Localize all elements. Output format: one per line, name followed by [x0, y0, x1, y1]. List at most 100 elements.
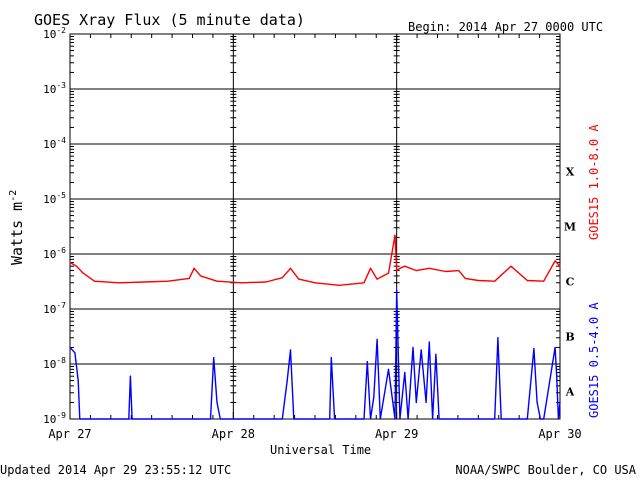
point-long-wave: [399, 267, 401, 269]
begin-time: Begin: 2014 Apr 27 0000 UTC: [408, 20, 603, 34]
minor-ticks: [69, 34, 561, 419]
flare-class-labels: X M C B A: [564, 166, 576, 399]
point-short-wave: [79, 418, 81, 420]
x-axis-label: Universal Time: [270, 443, 371, 457]
point-long-wave: [118, 282, 120, 284]
point-long-wave: [387, 272, 390, 274]
point-short-wave: [82, 418, 84, 420]
y-tick-label: 10-6: [43, 246, 66, 261]
point-short-wave: [216, 401, 218, 404]
legend-series-long-wave: GOES15 1.0-8.0 A: [587, 124, 601, 240]
point-long-wave: [464, 277, 466, 280]
flare-class-label: X: [566, 166, 575, 179]
point-long-wave: [216, 280, 218, 282]
point-short-wave: [77, 379, 79, 382]
point-short-wave: [151, 418, 153, 420]
point-long-wave: [554, 260, 556, 262]
series-line-long-wave: [69, 234, 561, 286]
point-long-wave: [394, 234, 396, 236]
point-short-wave: [407, 418, 409, 420]
y-tick-label: 10-3: [43, 81, 66, 96]
y-tick-label: 10-2: [43, 26, 66, 41]
y-tick-labels: 10-2 10-3 10-4 10-5 10-6 10-7 10-8 10-9: [43, 26, 66, 426]
plot-frame: [69, 33, 561, 420]
point-short-wave: [500, 418, 502, 420]
point-short-wave: [494, 418, 496, 420]
point-short-wave: [232, 418, 234, 420]
y-tick-label: 10-8: [43, 356, 66, 371]
point-short-wave: [387, 368, 390, 370]
point-short-wave: [131, 418, 133, 420]
point-short-wave: [404, 371, 406, 374]
data-credit: NOAA/SWPC Boulder, CO USA: [455, 463, 636, 477]
y-tick-label: 10-4: [43, 136, 66, 151]
point-long-wave: [69, 261, 71, 264]
point-long-wave: [200, 275, 202, 277]
point-short-wave: [554, 346, 556, 349]
point-short-wave: [213, 357, 215, 359]
y-axis-label: Watts m-2: [8, 190, 26, 265]
point-long-wave: [240, 282, 243, 284]
grid: [70, 34, 560, 419]
point-short-wave: [128, 418, 130, 420]
point-short-wave: [314, 418, 316, 420]
point-short-wave: [438, 418, 440, 420]
point-short-wave: [497, 337, 499, 339]
point-short-wave: [281, 418, 283, 420]
point-long-wave: [142, 281, 145, 283]
point-short-wave: [435, 353, 437, 355]
point-short-wave: [240, 418, 243, 420]
point-short-wave: [445, 418, 447, 420]
point-short-wave: [412, 346, 414, 349]
point-short-wave: [415, 401, 417, 404]
point-short-wave: [543, 418, 545, 420]
chart-title: GOES Xray Flux (5 minute data): [34, 11, 305, 29]
point-short-wave: [461, 418, 463, 420]
point-long-wave: [543, 280, 545, 282]
x-tick-label: Apr 29: [375, 427, 418, 441]
point-short-wave: [533, 348, 535, 350]
point-short-wave: [209, 418, 212, 420]
point-short-wave: [539, 418, 542, 420]
point-long-wave: [314, 282, 316, 284]
point-long-wave: [93, 280, 96, 282]
point-long-wave: [526, 279, 528, 282]
point-short-wave: [219, 418, 221, 420]
point-long-wave: [415, 269, 417, 272]
point-long-wave: [445, 270, 447, 273]
point-short-wave: [376, 338, 378, 341]
updated-timestamp: Updated 2014 Apr 29 23:55:12 UTC: [0, 463, 231, 477]
point-short-wave: [396, 289, 398, 291]
point-short-wave: [69, 346, 71, 349]
point-short-wave: [379, 418, 381, 420]
point-long-wave: [298, 278, 300, 280]
point-long-wave: [494, 280, 496, 282]
x-tick-label: Apr 30: [538, 427, 581, 441]
point-short-wave: [559, 401, 561, 404]
point-short-wave: [129, 375, 132, 377]
point-short-wave: [420, 349, 422, 351]
point-short-wave: [85, 418, 87, 420]
point-short-wave: [74, 352, 76, 354]
point-long-wave: [193, 267, 195, 269]
point-short-wave: [293, 418, 295, 420]
series-group: [69, 234, 561, 420]
point-short-wave: [330, 357, 332, 359]
legend-series-short-wave: GOES15 0.5-4.0 A: [587, 302, 601, 418]
point-long-wave: [510, 265, 512, 267]
x-tick-labels: Apr 27 Apr 28 Apr 29 Apr 30: [48, 427, 581, 441]
point-short-wave: [249, 418, 251, 420]
flare-class-label: M: [564, 221, 576, 234]
point-long-wave: [75, 265, 78, 267]
point-short-wave: [399, 418, 401, 420]
flare-class-label: B: [565, 331, 574, 344]
point-long-wave: [458, 269, 460, 272]
point-long-wave: [428, 267, 430, 269]
point-short-wave: [366, 361, 368, 363]
point-short-wave: [428, 341, 430, 343]
point-long-wave: [376, 278, 378, 280]
y-tick-label: 10-5: [43, 191, 66, 206]
point-short-wave: [432, 418, 434, 420]
point-short-wave: [329, 418, 331, 420]
